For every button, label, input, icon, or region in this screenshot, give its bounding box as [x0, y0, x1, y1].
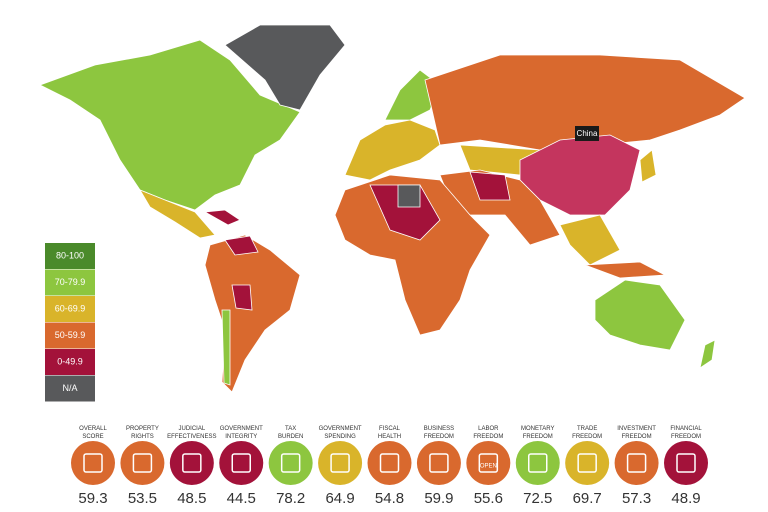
indicator-score: 78.2 — [276, 490, 305, 507]
indicator-label: JUDICIAL EFFECTIVENESS — [167, 426, 216, 440]
indicator-label: BUSINESS FREEDOM — [424, 426, 454, 440]
japan[interactable] — [639, 149, 657, 183]
south-america[interactable] — [204, 234, 301, 393]
indicator-circle — [268, 441, 313, 485]
indicator-label: FISCAL HEALTH — [378, 426, 401, 440]
indicator-circle — [614, 441, 659, 485]
legend-label: 80-100 — [56, 250, 84, 260]
africa[interactable] — [334, 174, 491, 336]
indicator-score: 48.5 — [177, 490, 206, 507]
indicator-score: 64.9 — [325, 490, 354, 507]
indicator-circle — [664, 441, 708, 485]
legend: 80-100 70-79.9 60-69.9 50-59.9 0-49.9 N/A — [45, 243, 95, 402]
greenland[interactable] — [224, 24, 346, 111]
europe[interactable] — [344, 119, 441, 181]
indicator-score: 59.3 — [78, 490, 107, 507]
indicator-icon — [528, 453, 548, 473]
indicator-score: 72.5 — [523, 490, 552, 507]
indicator-score: 69.7 — [573, 490, 602, 507]
indicator-icon — [429, 453, 449, 473]
legend-label: N/A — [62, 383, 77, 393]
caribbean[interactable] — [203, 209, 241, 226]
indicator-score: 57.3 — [622, 490, 651, 507]
countries — [38, 24, 746, 393]
indicator-icon — [626, 453, 647, 473]
indicator-icon — [132, 453, 153, 473]
indicator-score: 54.8 — [375, 490, 404, 507]
legend-swatch — [45, 269, 95, 296]
indicator-label: TRADE FREEDOM — [572, 426, 602, 440]
indicator-label: LABOR FREEDOM — [473, 426, 503, 440]
indicators: OVERALL SCORE 59.3 PROPERTY RIGHTS 53.5 JUDICI… — [71, 426, 708, 507]
indicator-score: 59.9 — [424, 490, 453, 507]
north-america[interactable] — [38, 39, 301, 211]
indonesia[interactable] — [584, 261, 667, 279]
russia[interactable] — [424, 54, 746, 151]
tooltip-box — [575, 126, 599, 141]
indicator-circle — [515, 441, 560, 485]
bolivia[interactable] — [231, 284, 253, 311]
mexico[interactable] — [139, 189, 216, 239]
indicator-icon — [577, 453, 597, 473]
legend-swatch — [45, 322, 95, 349]
indicator-label: GOVERNMENT INTEGRITY — [220, 426, 263, 440]
indicator-label: PROPERTY RIGHTS — [126, 426, 159, 440]
legend-swatch — [45, 375, 95, 402]
tooltip: China — [575, 126, 599, 141]
indicator-icon — [478, 453, 499, 473]
legend-label: 70-79.9 — [55, 277, 86, 287]
iran[interactable] — [469, 171, 511, 201]
indicator-circle — [367, 441, 412, 485]
indicator-icon-text: OPEN — [480, 464, 497, 470]
indicator-circle — [169, 441, 214, 485]
new-zealand[interactable] — [699, 339, 716, 369]
indicator-icon — [83, 453, 103, 473]
indicator-icon — [182, 453, 202, 473]
indicator-label: MONETARY FREEDOM — [521, 426, 554, 440]
indicator-icon — [379, 453, 400, 473]
australia[interactable] — [594, 279, 686, 351]
indicator-circle — [466, 441, 511, 485]
indicator-score: 48.9 — [671, 490, 700, 507]
indicator-score: 44.5 — [227, 490, 256, 507]
legend-swatch — [45, 243, 95, 269]
libya[interactable] — [397, 184, 421, 208]
indicator-circle — [71, 441, 115, 485]
legend-label: 0-49.9 — [57, 356, 83, 366]
indicator-circle — [120, 441, 165, 485]
indicator-label: TAX BURDEN — [278, 426, 303, 440]
indicator-label: GOVERNMENT SPENDING — [319, 426, 362, 440]
indicator-label: FINANCIAL FREEDOM — [670, 426, 702, 440]
indicator-score: 53.5 — [128, 490, 157, 507]
indicator-circle — [565, 441, 610, 485]
indicator-icon — [676, 453, 696, 473]
indicator-label: INVESTMENT FREEDOM — [617, 426, 656, 440]
indicator-icon — [280, 453, 301, 473]
tooltip-text: China — [577, 129, 598, 138]
southeast-asia[interactable] — [559, 214, 621, 266]
indicator-icon — [330, 453, 350, 473]
chile[interactable] — [221, 309, 231, 386]
indicator-label: OVERALL SCORE — [79, 426, 107, 440]
legend-label: 50-59.9 — [55, 330, 86, 340]
indicator-circle — [219, 441, 264, 485]
indicator-icon — [231, 453, 251, 473]
indicator-circle — [416, 441, 461, 485]
venezuela[interactable] — [224, 235, 259, 256]
legend-label: 60-69.9 — [55, 303, 86, 313]
indicator-circle — [318, 441, 363, 485]
legend-swatch — [45, 296, 95, 322]
indicator-score: 55.6 — [474, 490, 503, 507]
legend-swatch — [45, 349, 95, 375]
